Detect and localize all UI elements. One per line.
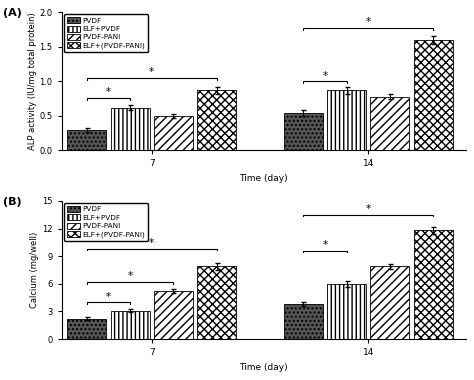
Text: *: * — [366, 204, 371, 214]
Bar — [67, 130, 106, 150]
Y-axis label: ALP activity (IU/mg total protein): ALP activity (IU/mg total protein) — [27, 13, 36, 150]
Bar — [370, 266, 410, 339]
Bar — [414, 40, 453, 150]
Bar — [110, 108, 150, 150]
Bar — [154, 116, 193, 150]
Text: *: * — [106, 292, 111, 302]
Y-axis label: Calcium (mg/well): Calcium (mg/well) — [30, 232, 39, 308]
Text: *: * — [322, 71, 328, 81]
Bar — [414, 230, 453, 339]
X-axis label: Time (day): Time (day) — [239, 174, 288, 183]
Text: *: * — [366, 17, 371, 27]
Text: (B): (B) — [3, 197, 22, 207]
Text: (A): (A) — [3, 8, 22, 18]
Text: *: * — [322, 240, 328, 250]
Bar — [284, 304, 323, 339]
Bar — [370, 97, 410, 150]
Text: *: * — [106, 87, 111, 97]
X-axis label: Time (day): Time (day) — [239, 363, 288, 372]
Bar — [197, 90, 236, 150]
Bar — [327, 90, 366, 150]
Legend: PVDF, ELF+PVDF, PVDF-PANI, ELF+(PVDF-PANI): PVDF, ELF+PVDF, PVDF-PANI, ELF+(PVDF-PAN… — [64, 14, 148, 52]
Bar — [110, 310, 150, 339]
Text: *: * — [149, 238, 155, 248]
Bar — [197, 266, 236, 339]
Text: *: * — [149, 67, 155, 77]
Bar — [67, 319, 106, 339]
Text: *: * — [128, 271, 133, 282]
Bar — [154, 291, 193, 339]
Bar — [284, 113, 323, 150]
Bar — [327, 284, 366, 339]
Legend: PVDF, ELF+PVDF, PVDF-PANI, ELF+(PVDF-PANI): PVDF, ELF+PVDF, PVDF-PANI, ELF+(PVDF-PAN… — [64, 203, 148, 241]
